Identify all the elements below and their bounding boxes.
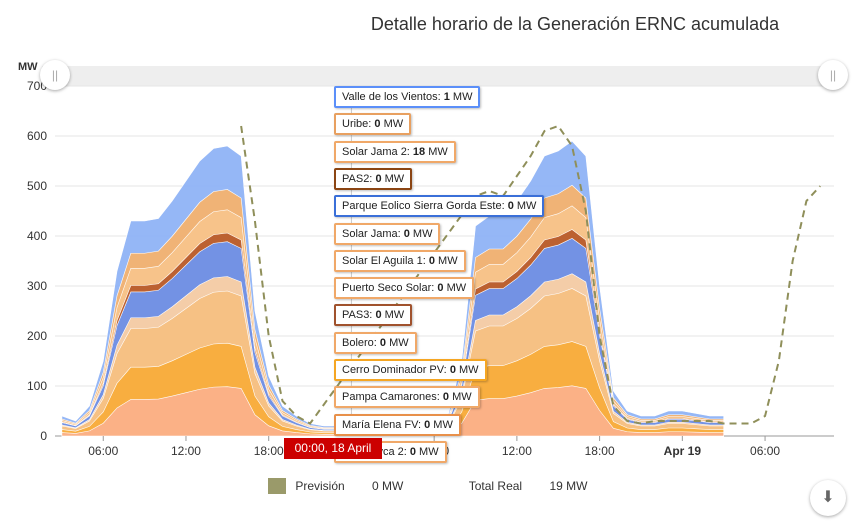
tooltip-item: Parque Eolico Sierra Gorda Este: 0 MW — [334, 195, 545, 218]
tooltip-series-unit: MW — [449, 91, 473, 103]
tooltip-series-unit: MW — [449, 391, 472, 404]
y-tick-label: 200 — [27, 329, 47, 343]
tooltip-series-name: Cerro Dominador PV: — [342, 364, 450, 376]
tooltip-series-name: Solar Jama 2: — [342, 145, 413, 158]
x-tick-label: 18:00 — [585, 444, 615, 458]
tooltip-series-value: 0 — [403, 227, 410, 240]
tooltip-series-unit: MW — [434, 254, 458, 267]
tooltip-series-name: Solar El Aguila 1: — [342, 254, 429, 267]
tooltip-series-unit: MW — [386, 336, 409, 349]
tooltip-series-name: Pampa Camarones: — [342, 391, 443, 404]
tooltip-item: Solar Jama 2: 18 MW — [334, 140, 456, 163]
y-tick-label: 400 — [27, 229, 47, 243]
chart-title: Detalle horario de la Generación ERNC ac… — [370, 14, 780, 34]
tooltip-series-name: Solar Jama: — [342, 227, 404, 240]
tooltip-series-name: Puerto Seco Solar: — [342, 282, 438, 295]
tooltip-item: Solar Jama: 0 MW — [334, 222, 441, 245]
tooltip-series-value: 0 — [442, 391, 450, 404]
navigator-left-handle[interactable]: || — [40, 60, 70, 90]
x-tick-label: 12:00 — [171, 444, 201, 458]
tooltip-series-value: 0 — [424, 418, 431, 431]
y-tick-label: 0 — [40, 429, 47, 443]
tooltip-series-value: 0 — [507, 200, 514, 213]
navigator-bar[interactable] — [42, 66, 834, 86]
tooltip-series-unit: MW — [455, 364, 479, 376]
tooltip-item: Valle de los Vientos: 1 MW — [334, 86, 481, 108]
download-icon: ⬇ — [821, 489, 835, 506]
tooltip-series-unit: MW — [409, 227, 433, 240]
tooltip-item: PAS3: 0 MW — [334, 304, 413, 327]
tooltip-series-name: Valle de los Vientos: — [342, 91, 444, 103]
forecast-series — [240, 124, 821, 425]
x-tick-label: 18:00 — [254, 444, 284, 458]
legend-forecast-value: 0 MW — [372, 479, 404, 493]
tooltip-series-unit: MW — [430, 418, 453, 431]
tooltip-item: Pampa Camarones: 0 MW — [334, 386, 480, 409]
tooltip-item: PAS2: 0 MW — [334, 167, 413, 190]
y-tick-label: 300 — [27, 279, 47, 293]
x-tick-label: Apr 19 — [664, 444, 702, 458]
tooltip-series-value: 18 — [412, 145, 426, 158]
tooltip-series-unit: MW — [513, 200, 537, 213]
drag-handle-icon: || — [829, 68, 837, 82]
y-tick-label: 600 — [27, 129, 47, 143]
tooltip-series-unit: MW — [425, 145, 448, 158]
tooltip-series-value: 0 — [449, 364, 456, 376]
tooltip-series-value: 0 — [428, 254, 435, 267]
tooltip-series-value: 0 — [409, 445, 416, 458]
legend-forecast-swatch — [268, 478, 286, 494]
tooltip-series-unit: MW — [381, 172, 405, 185]
tooltip-series-value: 0 — [375, 309, 382, 322]
navigator-right-handle[interactable]: || — [818, 60, 848, 90]
tooltip-series-name: PAS2: — [342, 172, 376, 185]
y-tick-label: 100 — [27, 379, 47, 393]
tooltip-series-unit: MW — [381, 309, 405, 322]
tooltip-series-name: María Elena FV: — [342, 418, 425, 431]
y-tick-label: 500 — [27, 179, 47, 193]
tooltip-item: Puerto Seco Solar: 0 MW — [334, 277, 475, 300]
tooltip-series-value: 0 — [375, 172, 382, 185]
legend-total-label[interactable]: Total Real — [468, 479, 523, 493]
tooltip-item: María Elena FV: 0 MW — [334, 413, 461, 436]
drag-handle-icon: || — [51, 68, 59, 82]
x-tick-label: 12:00 — [502, 444, 532, 458]
area-series — [61, 140, 724, 437]
tooltip-item: Solar El Aguila 1: 0 MW — [334, 249, 466, 272]
tooltip-series-name: Uribe: — [342, 118, 375, 131]
tooltip-series-value: 0 — [437, 282, 444, 295]
tooltip-series-value: 1 — [443, 91, 450, 103]
legend-total-value: 19 MW — [549, 479, 588, 493]
x-tick-label: 06:00 — [750, 444, 780, 458]
tooltip-item: Cerro Dominador PV: 0 MW — [334, 359, 487, 381]
tooltip-series-name: Parque Eolico Sierra Gorda Este: — [342, 200, 508, 213]
forecast-line — [240, 124, 821, 425]
y-axis-unit: MW — [18, 61, 38, 73]
tooltip-item: Bolero: 0 MW — [334, 331, 417, 354]
tooltip-series-unit: MW — [380, 118, 404, 131]
download-button[interactable]: ⬇ — [810, 480, 846, 516]
tooltip-series-unit: MW — [443, 282, 467, 295]
tooltip-series-name: PAS3: — [342, 309, 376, 322]
tooltip-series-value: 0 — [379, 336, 387, 349]
tooltip-series-name: Bolero: — [342, 336, 380, 349]
legend-forecast-label[interactable]: Previsión — [295, 479, 345, 493]
tooltip-series-value: 0 — [374, 118, 381, 131]
x-tick-label: 06:00 — [88, 444, 118, 458]
tooltip-series-unit: MW — [416, 445, 439, 458]
axes: 010020030040050060070006:0012:0018:0006:… — [27, 79, 780, 458]
crosshair-time-label: 00:00, 18 April — [284, 438, 382, 459]
legend: Previsión 0 MW Total Real 19 MW — [268, 478, 587, 494]
tooltip-item: Uribe: 0 MW — [334, 113, 412, 136]
